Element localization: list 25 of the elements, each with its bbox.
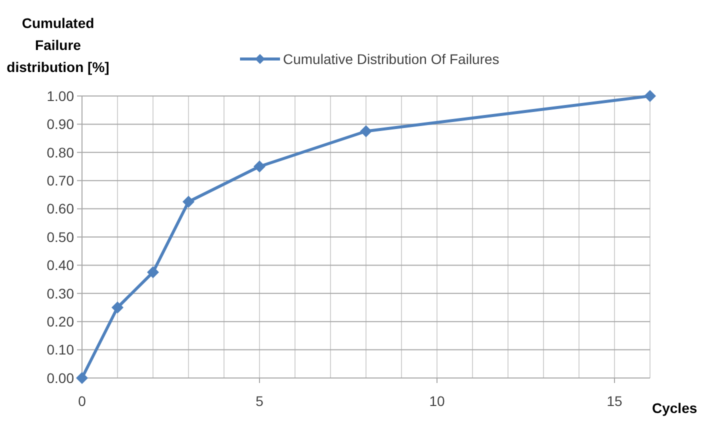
x-axis-title: Cycles [652, 400, 698, 416]
point [254, 160, 266, 172]
y-tick-label: 0.30 [46, 285, 74, 302]
x-tick-label: 15 [606, 393, 622, 409]
point [182, 196, 194, 208]
y-tick-label: 1.00 [46, 88, 74, 104]
y-axis-title: Cumulated Failure distribution [%] [6, 15, 110, 75]
point [360, 125, 372, 138]
x-tick-label: 5 [256, 393, 264, 409]
point [112, 302, 124, 314]
y-tick-label: 0.70 [46, 172, 74, 188]
point [147, 266, 159, 278]
y-tick-label: 0.50 [46, 228, 74, 245]
point [644, 90, 656, 102]
x-tick-label: 10 [429, 393, 445, 409]
legend-label: Cumulative Distribution Of Failures [283, 50, 500, 67]
y-tick-label: 0.10 [46, 342, 74, 358]
y-tick-label: 0.20 [46, 314, 74, 330]
point [76, 372, 88, 384]
x-tick-label: 0 [78, 393, 86, 409]
y-tick-label: 0.40 [46, 257, 74, 274]
y-tick-label: 0.90 [46, 116, 74, 132]
y-tick-label: 0.60 [46, 200, 74, 217]
y-tick-label: 0.80 [46, 144, 74, 160]
y-tick-label: 0.00 [46, 370, 74, 386]
